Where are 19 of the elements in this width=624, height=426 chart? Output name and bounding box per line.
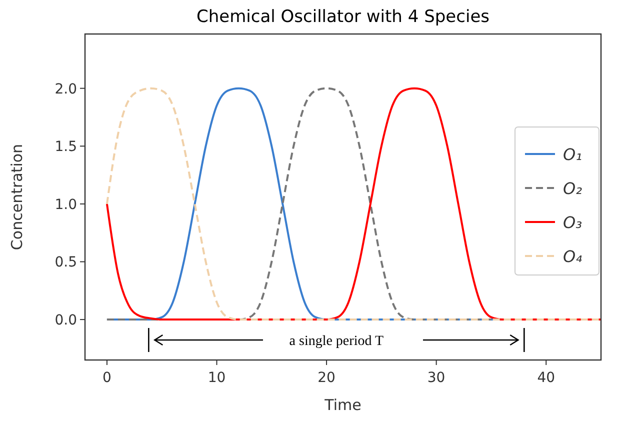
y-tick-label: 1.0	[54, 196, 77, 213]
y-tick-label: 0.5	[54, 254, 77, 271]
x-tick-label: 40	[537, 370, 556, 386]
y-tick-label: 0.0	[54, 312, 77, 329]
legend-label: O₄	[563, 247, 583, 266]
x-tick-label: 0	[102, 370, 112, 386]
x-tick-label: 20	[318, 370, 336, 386]
x-tick-label: 30	[427, 370, 446, 386]
legend-label: O₂	[563, 179, 583, 198]
annotation: a single period T	[289, 334, 384, 349]
x-tick-label: 10	[208, 370, 226, 386]
legend-label: O₃	[563, 213, 582, 232]
x-axis-title: Time	[324, 396, 362, 414]
y-tick-label: 1.5	[54, 139, 77, 156]
chart-title: Chemical Oscillator with 4 Species	[196, 7, 490, 27]
y-axis-title: Concentration	[8, 144, 26, 250]
line-series	[106, 87, 601, 321]
legend-label: O₁	[563, 145, 582, 164]
y-tick-label: 2.0	[54, 81, 77, 98]
